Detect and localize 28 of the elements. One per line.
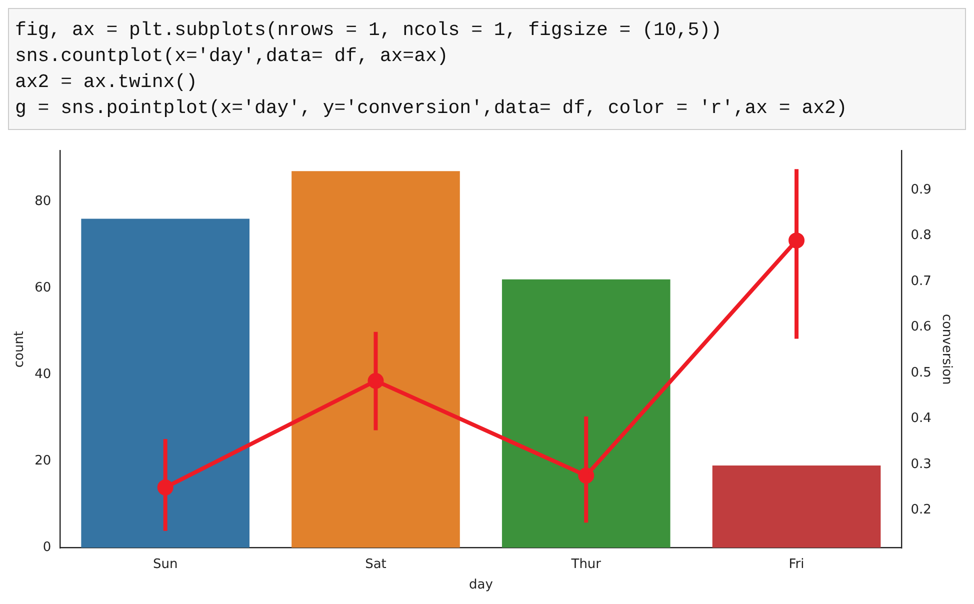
y2-tick-label: 0.9 — [910, 182, 932, 198]
x-tick-label: Sat — [365, 556, 386, 572]
x-tick-label: Thur — [570, 556, 602, 572]
text: ax2 = ax.twinx() — [15, 70, 198, 95]
y2-tick-label: 0.2 — [910, 502, 932, 518]
y-tick-label: 40 — [34, 367, 52, 382]
x-axis-title: day — [468, 578, 494, 593]
y-tick-label: 80 — [34, 194, 52, 209]
text: sns.countplot(x='day',data= df, ax=ax) — [15, 44, 450, 69]
y-tick-label: 60 — [34, 280, 52, 296]
bar — [712, 466, 881, 548]
bar — [502, 279, 670, 548]
y2-axis-title: conversion — [938, 314, 954, 385]
bar — [292, 171, 460, 548]
text: g = sns.pointplot(x='day', y='conversion',data= df, color = 'r',ax = ax2) — [15, 96, 848, 121]
y2-tick-label: 0.8 — [910, 228, 932, 244]
y2-tick-label: 0.4 — [910, 411, 932, 426]
y2-tick-label: 0.6 — [910, 320, 932, 335]
text: fig, ax = plt.subplots(nrows = 1, ncols = 1, figsize = (10,5)) — [15, 18, 723, 43]
y-tick-label: 0 — [42, 540, 52, 556]
x-tick-label: Sun — [152, 556, 178, 572]
bar — [81, 218, 250, 548]
y2-tick-label: 0.7 — [910, 274, 932, 289]
y-axis-title: count — [12, 330, 28, 368]
y2-tick-label: 0.5 — [910, 365, 932, 380]
x-tick-label: Fri — [788, 556, 804, 572]
y2-tick-label: 0.3 — [910, 456, 932, 472]
y-tick-label: 20 — [34, 454, 52, 469]
